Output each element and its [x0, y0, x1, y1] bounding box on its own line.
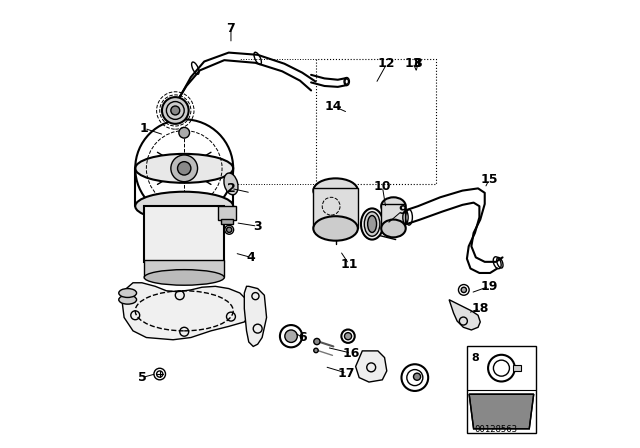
Text: 15: 15	[481, 173, 498, 186]
Circle shape	[171, 106, 180, 115]
Circle shape	[162, 97, 189, 124]
Text: 8: 8	[472, 353, 479, 363]
Ellipse shape	[364, 212, 380, 236]
Bar	[218, 206, 236, 220]
Polygon shape	[469, 394, 534, 429]
Ellipse shape	[119, 289, 136, 297]
Ellipse shape	[224, 173, 238, 195]
Ellipse shape	[381, 220, 406, 237]
Ellipse shape	[381, 197, 406, 215]
Text: 12: 12	[378, 57, 396, 70]
Bar	[221, 219, 233, 224]
Bar	[467, 346, 536, 433]
Circle shape	[177, 162, 191, 175]
Bar	[381, 204, 406, 228]
Ellipse shape	[135, 192, 233, 221]
Text: 3: 3	[253, 220, 262, 233]
Circle shape	[314, 348, 318, 353]
Bar	[314, 188, 358, 228]
Text: 16: 16	[342, 347, 360, 360]
Ellipse shape	[119, 295, 136, 304]
Circle shape	[227, 227, 232, 233]
Bar	[144, 260, 224, 277]
Circle shape	[314, 338, 320, 345]
Ellipse shape	[367, 215, 376, 233]
Ellipse shape	[144, 270, 224, 285]
Text: 5: 5	[138, 371, 147, 384]
Ellipse shape	[314, 178, 358, 203]
Text: 10: 10	[374, 180, 391, 193]
Text: 6: 6	[298, 331, 307, 344]
Polygon shape	[244, 286, 267, 346]
Bar	[513, 366, 520, 371]
Text: 4: 4	[246, 251, 255, 264]
Text: 7: 7	[227, 22, 236, 34]
Text: 1: 1	[140, 122, 148, 135]
Ellipse shape	[314, 216, 358, 241]
Circle shape	[344, 332, 351, 340]
Polygon shape	[449, 300, 480, 330]
Text: 13: 13	[405, 57, 422, 70]
Text: 00128563: 00128563	[474, 425, 517, 434]
Text: 17: 17	[338, 366, 355, 379]
Text: 2: 2	[227, 182, 236, 195]
Text: 9: 9	[398, 204, 406, 217]
Polygon shape	[122, 283, 251, 340]
Bar	[144, 206, 224, 262]
Text: 14: 14	[324, 99, 342, 112]
Circle shape	[285, 330, 298, 342]
Text: 8: 8	[413, 57, 422, 70]
Ellipse shape	[135, 154, 233, 183]
Ellipse shape	[361, 208, 383, 240]
Polygon shape	[356, 351, 387, 382]
Circle shape	[461, 287, 467, 293]
Text: 18: 18	[472, 302, 489, 315]
Circle shape	[179, 127, 189, 138]
Circle shape	[413, 373, 420, 380]
Text: 11: 11	[340, 258, 358, 271]
Text: 19: 19	[481, 280, 498, 293]
Circle shape	[171, 155, 198, 182]
